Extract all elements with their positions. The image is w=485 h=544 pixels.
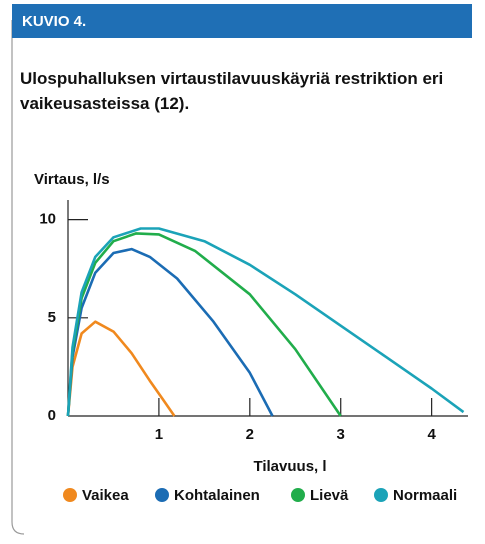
x-tick-label: 2: [246, 426, 254, 443]
y-axis-label: Virtaus, l/s: [34, 171, 110, 188]
x-axis-label: Tilavuus, l: [253, 458, 326, 475]
legend-label: Lievä: [310, 487, 349, 504]
line-series: [66, 227, 465, 417]
legend-label: Vaikea: [82, 487, 129, 504]
legend-label: Kohtalainen: [174, 487, 260, 504]
title-box: Ulospuhalluksen virtaustilavuuskäyriä re…: [20, 69, 444, 113]
legend-marker: [155, 488, 169, 502]
x-tick-label: 4: [427, 426, 436, 443]
line-series: [66, 247, 274, 417]
y-tick-label: 0: [48, 407, 56, 424]
header-bar: [12, 4, 472, 38]
legend-marker: [291, 488, 305, 502]
line-series: [66, 320, 176, 417]
header-label: KUVIO 4.: [22, 13, 86, 30]
y-tick-label: 10: [39, 211, 56, 228]
legend-marker: [374, 488, 388, 502]
frame: [11, 20, 25, 535]
legend-marker: [63, 488, 77, 502]
legend-label: Normaali: [393, 487, 457, 504]
line-series: [66, 232, 342, 417]
chart-title: Ulospuhalluksen virtaustilavuuskäyriä re…: [20, 69, 444, 113]
x-tick-label: 3: [337, 426, 345, 443]
x-tick-label: 1: [155, 426, 163, 443]
y-tick-label: 5: [48, 309, 56, 326]
